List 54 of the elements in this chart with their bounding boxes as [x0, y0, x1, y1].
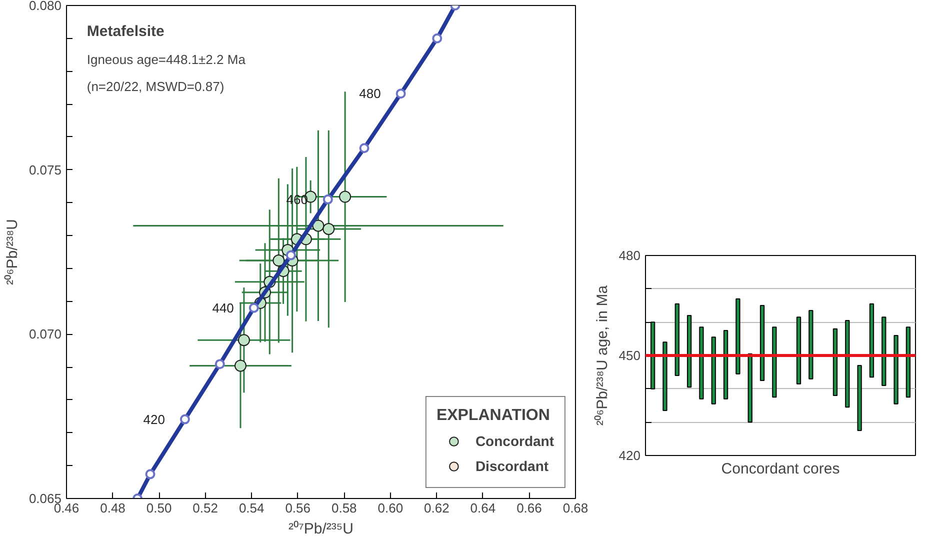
point: [238, 334, 250, 346]
bar: [832, 328, 838, 396]
point: [339, 190, 352, 203]
annotation: Igneous age=448.1±2.2 Ma: [86, 52, 246, 68]
bar: [772, 326, 777, 398]
bar: [882, 316, 886, 386]
point: [234, 360, 246, 372]
x-tick-label: 0.64: [470, 500, 496, 516]
point: [272, 254, 285, 267]
y-tick-label: 0.075: [28, 162, 62, 178]
bar: [845, 320, 850, 408]
bar: [857, 365, 862, 431]
x-tick-label: 0.50: [146, 500, 172, 516]
bar: [686, 315, 692, 388]
y-tick-label: 480: [618, 248, 641, 263]
x-tick-label: 0.58: [331, 500, 357, 516]
bar: [699, 326, 704, 400]
x-axis-title: ²⁰⁷Pb/²³⁵U: [288, 520, 354, 538]
y-tick-label: 450: [618, 348, 641, 363]
bar: [723, 330, 728, 400]
bar: [894, 335, 898, 404]
bar: [711, 336, 716, 404]
x-tick-label: 0.60: [378, 500, 404, 516]
x-tick-label: 0.54: [238, 500, 264, 516]
legend-title: EXPLANATION: [436, 407, 551, 425]
bar: [662, 342, 668, 411]
bar: [748, 353, 752, 423]
x-tick-label: 0.56: [285, 500, 311, 516]
legend-label: Concordant: [475, 433, 554, 449]
y-tick-label: 0.070: [28, 326, 62, 342]
y-axis-title: ²⁰⁶Pb/²³⁸U: [4, 219, 21, 285]
x-tick-label: 0.52: [192, 500, 218, 516]
annotation: 480: [359, 86, 381, 102]
x-axis-title: Concordant cores: [721, 460, 840, 478]
bar: [808, 310, 814, 380]
y-tick-label: 420: [618, 448, 641, 463]
annotation: (n=20/22, MSWD=0.87): [86, 79, 224, 94]
bar: [869, 303, 874, 378]
x-tick-label: 0.68: [562, 500, 588, 516]
bar: [760, 305, 765, 381]
legend-label: Discordant: [475, 458, 549, 474]
x-tick-label: 0.62: [424, 500, 450, 516]
x-tick-label: 0.48: [100, 500, 126, 516]
annotation: 420: [143, 412, 165, 427]
x-tick-label: 0.66: [516, 500, 542, 516]
bar: [674, 303, 680, 376]
point: [322, 223, 335, 235]
bar: [906, 326, 911, 398]
text: Metafelsite: [86, 23, 164, 40]
bar: [796, 316, 802, 384]
bar: [736, 298, 740, 374]
y-axis-title: ²⁰⁶Pb/²³⁸U age, in Ma: [594, 284, 611, 426]
y-tick-label: 0.080: [28, 0, 62, 13]
annotation: 440: [212, 300, 234, 316]
